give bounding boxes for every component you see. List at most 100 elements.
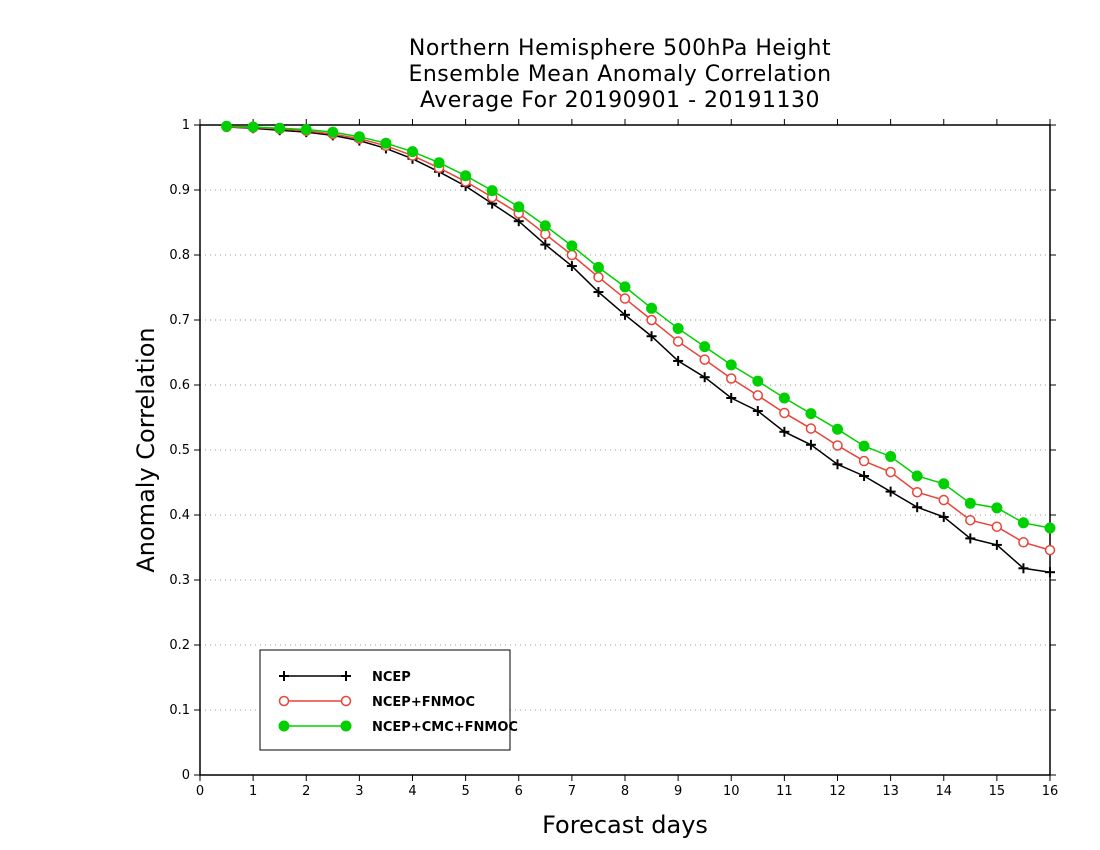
y-tick-label: 0.2 xyxy=(169,638,190,653)
series-line xyxy=(226,125,1051,529)
x-tick-label: 11 xyxy=(776,784,793,799)
data-point-plus xyxy=(593,287,604,298)
legend-item: NCEP+CMC+FNMOC xyxy=(278,720,518,735)
data-point-plus xyxy=(620,309,630,320)
data-point-plus xyxy=(912,502,923,513)
data-point-filled-circle xyxy=(805,408,817,420)
data-point-open-circle xyxy=(646,314,657,326)
data-point-plus xyxy=(341,671,351,681)
series-line xyxy=(226,126,1051,573)
data-point-filled-circle xyxy=(278,720,290,732)
y-tick-label: 0.7 xyxy=(169,313,190,328)
data-point-open-circle xyxy=(278,695,290,707)
data-point-open-circle xyxy=(340,695,352,707)
x-tick-label: 10 xyxy=(723,784,740,799)
data-point-filled-circle xyxy=(407,146,418,158)
y-tick-label: 0.8 xyxy=(169,248,190,263)
data-point-filled-circle xyxy=(327,126,339,138)
y-tick-label: 0.9 xyxy=(169,183,190,198)
data-point-filled-circle xyxy=(672,322,684,334)
x-tick-label: 13 xyxy=(882,784,899,799)
data-point-plus xyxy=(938,511,949,522)
data-point-filled-circle xyxy=(340,720,352,732)
x-tick-label: 3 xyxy=(355,784,363,799)
x-tick-label: 9 xyxy=(674,784,682,799)
data-point-open-circle xyxy=(805,423,817,434)
data-point-filled-circle xyxy=(380,137,392,149)
data-point-filled-circle xyxy=(247,121,259,133)
data-point-filled-circle xyxy=(274,122,286,134)
chart-title-line-1: Northern Hemisphere 500hPa Height xyxy=(408,36,832,61)
legend-item: NCEP+FNMOC xyxy=(278,695,475,710)
data-point-plus xyxy=(726,393,737,403)
data-point-open-circle xyxy=(593,271,604,283)
data-point-filled-circle xyxy=(619,281,631,293)
legend: NCEP NCEP+FNMOC NCEP+CMC+FNMOC xyxy=(259,649,518,751)
data-point-filled-circle xyxy=(513,201,525,213)
data-point-filled-circle xyxy=(592,261,604,273)
data-point-open-circle xyxy=(991,521,1003,532)
x-tick-label: 8 xyxy=(621,784,629,799)
chart-title-line-2: Ensemble Mean Anomaly Correlation xyxy=(408,62,832,87)
y-tick-label: 0.1 xyxy=(169,703,190,718)
data-point-plus xyxy=(965,533,976,544)
data-point-open-circle xyxy=(672,336,684,347)
data-point-plus xyxy=(673,355,684,366)
data-point-plus xyxy=(699,372,710,383)
data-point-open-circle xyxy=(965,514,976,526)
legend-box xyxy=(259,649,511,751)
data-point-open-circle xyxy=(938,494,949,506)
y-tick-label: 0.4 xyxy=(169,508,190,523)
data-point-filled-circle xyxy=(433,157,445,169)
data-point-plus xyxy=(540,239,551,250)
x-tick-label: 0 xyxy=(196,784,204,799)
legend-label: NCEP xyxy=(372,670,411,685)
data-point-filled-circle xyxy=(752,375,764,387)
x-axis: 0 1 2 3 4 5 6 7 8 9 10 11 12 13 14 15 16 xyxy=(196,119,1058,799)
x-tick-label: 14 xyxy=(935,784,952,799)
y-axis: 0 0.1 0.2 0.3 0.4 0.5 0.6 0.7 0.8 0.9 1 xyxy=(169,118,1056,783)
data-point-filled-circle xyxy=(646,302,658,314)
data-point-open-circle xyxy=(858,455,870,467)
x-tick-label: 12 xyxy=(829,784,846,799)
data-point-filled-circle xyxy=(566,240,578,252)
data-point-plus xyxy=(832,459,843,470)
x-tick-label: 2 xyxy=(302,784,310,799)
data-point-filled-circle xyxy=(911,470,923,482)
data-point-open-circle xyxy=(752,390,764,401)
series-ncep-fnmoc xyxy=(221,121,1056,556)
series-ncep xyxy=(221,121,1055,578)
y-tick-label: 0.3 xyxy=(169,573,190,588)
y-tick-label: 1 xyxy=(182,118,190,133)
data-point-filled-circle xyxy=(778,392,790,404)
x-tick-label: 5 xyxy=(461,784,469,799)
data-point-plus xyxy=(1018,563,1029,574)
data-point-filled-circle xyxy=(964,497,976,509)
data-point-open-circle xyxy=(1018,537,1029,548)
y-tick-label: 0.6 xyxy=(169,378,190,393)
data-point-filled-circle xyxy=(885,451,897,462)
data-point-open-circle xyxy=(726,373,737,384)
data-point-filled-circle xyxy=(539,220,551,232)
y-tick-label: 0.5 xyxy=(169,443,190,458)
data-point-filled-circle xyxy=(1017,517,1029,529)
data-point-open-circle xyxy=(779,407,790,419)
chart-title-line-3: Average For 20190901 - 20191130 xyxy=(419,88,821,113)
data-point-filled-circle xyxy=(353,131,365,143)
legend-label: NCEP+CMC+FNMOC xyxy=(372,720,518,735)
x-tick-label: 16 xyxy=(1042,784,1059,799)
data-point-filled-circle xyxy=(300,124,312,136)
data-point-open-circle xyxy=(832,440,843,451)
x-tick-label: 6 xyxy=(515,784,523,799)
data-point-open-circle xyxy=(885,466,896,478)
y-axis-title: Anomaly Correlation xyxy=(132,327,160,572)
data-point-filled-circle xyxy=(832,423,843,435)
data-point-plus xyxy=(779,426,790,437)
data-point-filled-circle xyxy=(1044,522,1056,534)
data-point-plus xyxy=(991,539,1002,550)
data-point-open-circle xyxy=(1044,544,1056,556)
x-tick-label: 15 xyxy=(989,784,1006,799)
data-point-filled-circle xyxy=(221,120,233,132)
data-point-filled-circle xyxy=(991,502,1003,514)
